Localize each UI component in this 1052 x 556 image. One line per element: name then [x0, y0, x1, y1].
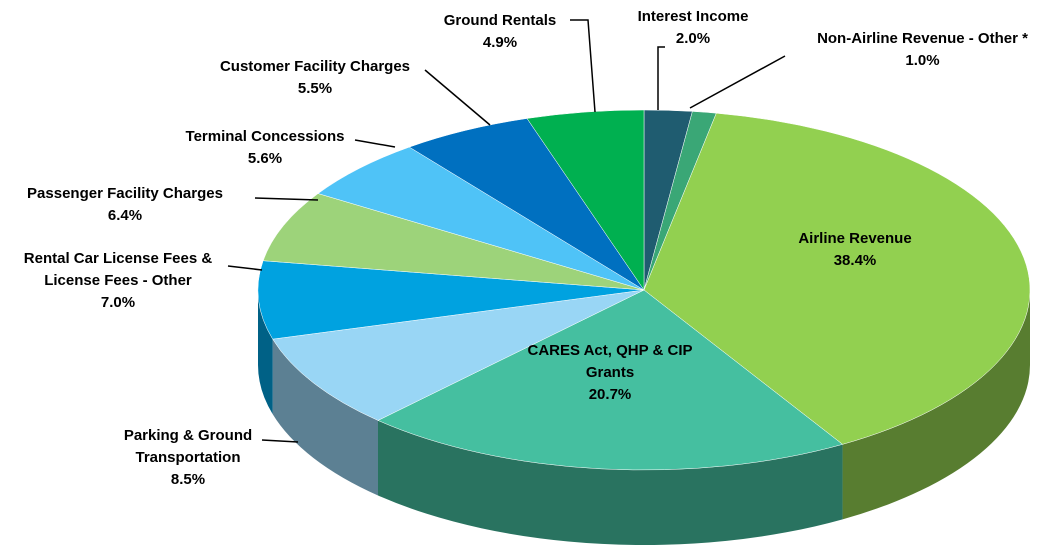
slice-label: Parking & Ground Transportation 8.5%	[108, 425, 268, 491]
slice-side	[842, 290, 1030, 520]
slice	[272, 289, 645, 421]
slice-label: Rental Car License Fees & License Fees -…	[0, 248, 236, 314]
slice-label: Terminal Concessions 5.6%	[165, 126, 365, 170]
slice-label: Customer Facility Charges 5.5%	[195, 56, 435, 100]
slice	[408, 118, 645, 291]
slice-label: CARES Act, QHP & CIP Grants 20.7%	[515, 340, 705, 406]
slice-label: Airline Revenue 38.4%	[760, 228, 950, 272]
slice	[262, 193, 645, 291]
slice-label: Non-Airline Revenue - Other * 1.0%	[790, 28, 1052, 72]
slice	[526, 109, 645, 291]
value-label: 8.5%	[170, 471, 206, 488]
category-label: Interest Income	[637, 8, 749, 25]
slice	[257, 260, 645, 340]
leader-line	[354, 139, 396, 148]
value-label: 5.5%	[297, 80, 333, 97]
category-label: Rental Car License Fees & License Fees -…	[23, 250, 213, 289]
slice-label: Ground Rentals 4.9%	[420, 10, 580, 54]
leader-line	[261, 439, 299, 443]
value-label: 6.4%	[107, 207, 143, 224]
leader-line	[570, 19, 596, 113]
leader-line	[227, 265, 263, 271]
slice-side	[272, 339, 379, 496]
value-label: 1.0%	[905, 52, 940, 69]
leader-line	[689, 55, 786, 109]
leader-line	[254, 197, 319, 201]
value-label: 38.4%	[833, 252, 877, 269]
slice-label: Interest Income 2.0%	[623, 6, 763, 50]
category-label: Non-Airline Revenue - Other *	[817, 30, 1028, 47]
slice	[317, 146, 645, 291]
leader-line	[657, 46, 665, 110]
value-label: 5.6%	[247, 150, 283, 167]
value-label: 2.0%	[675, 30, 711, 47]
category-label: CARES Act, QHP & CIP Grants	[527, 342, 693, 381]
category-label: Airline Revenue	[798, 230, 912, 247]
value-label: 20.7%	[588, 386, 632, 403]
slice	[377, 289, 844, 471]
slice	[643, 112, 1031, 445]
leader-line	[424, 69, 491, 126]
slice-side	[378, 420, 843, 545]
category-label: Ground Rentals	[443, 12, 557, 29]
value-label: 4.9%	[482, 34, 518, 51]
slice-side	[258, 290, 273, 415]
category-label: Customer Facility Charges	[219, 58, 411, 75]
category-label: Parking & Ground Transportation	[123, 427, 253, 466]
category-label: Passenger Facility Charges	[27, 185, 223, 202]
slice-label: Passenger Facility Charges 6.4%	[20, 183, 230, 227]
category-label: Terminal Concessions	[185, 128, 345, 145]
value-label: 7.0%	[100, 294, 136, 311]
